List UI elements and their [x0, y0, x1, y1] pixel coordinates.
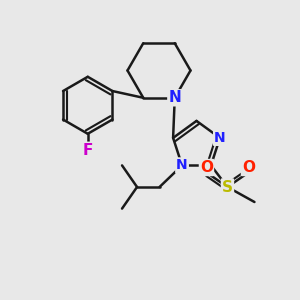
Text: N: N: [214, 131, 226, 145]
Text: S: S: [222, 179, 233, 194]
Text: F: F: [82, 143, 93, 158]
Text: N: N: [168, 90, 181, 105]
Text: O: O: [200, 160, 213, 175]
Text: N: N: [176, 158, 188, 172]
Text: O: O: [242, 160, 255, 175]
